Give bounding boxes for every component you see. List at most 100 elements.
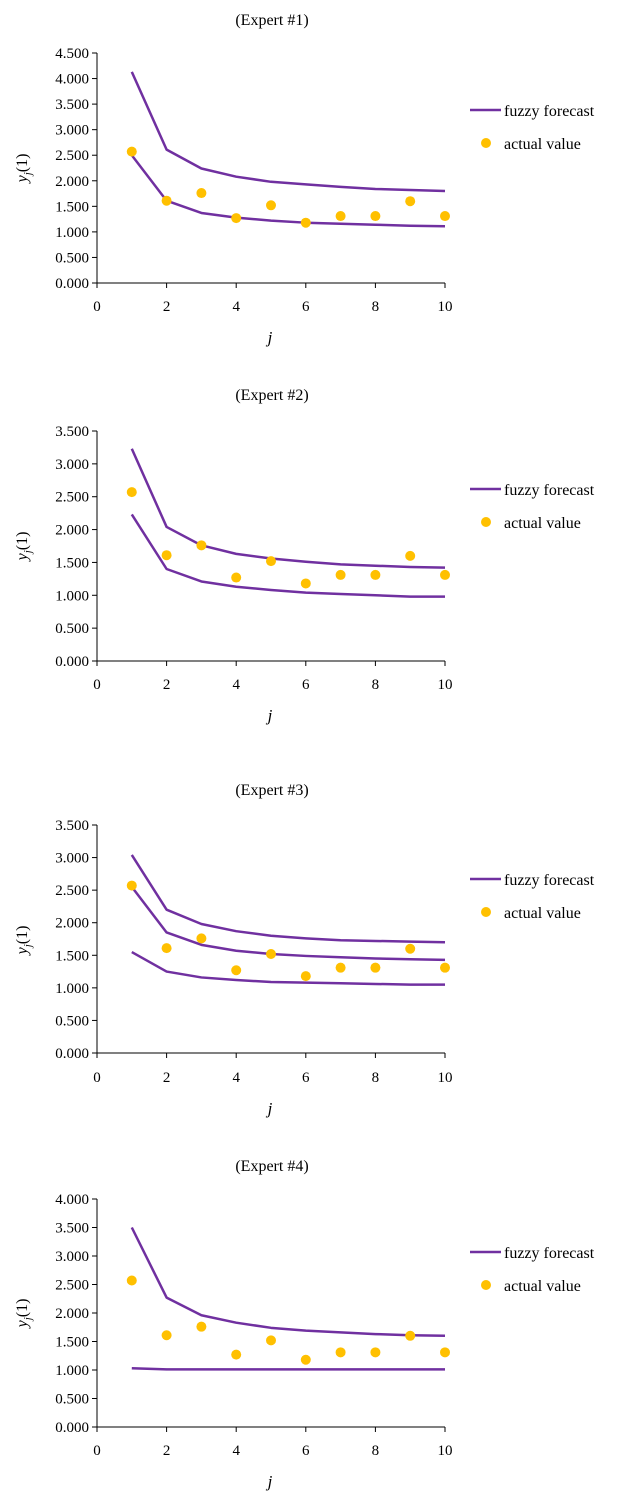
actual-value-point <box>161 195 172 206</box>
legend-marker-swatch <box>481 517 491 527</box>
actual-value-point <box>440 962 450 973</box>
y-tick-label: 3.500 <box>55 1221 89 1237</box>
y-axis-label-tail: (1) <box>14 926 31 945</box>
x-tick-label: 0 <box>93 1443 101 1459</box>
y-tick-label: 4.000 <box>55 72 89 88</box>
legend: fuzzy forecast actual value <box>470 482 595 532</box>
chart-title: (Expert #1) <box>235 12 308 29</box>
forecast-line-3 <box>131 950 445 986</box>
x-tick-label: 10 <box>438 677 453 693</box>
actual-value-point <box>196 933 207 944</box>
x-tick-label: 0 <box>93 299 101 315</box>
actual-value-point <box>126 146 137 157</box>
x-axis-label: j <box>266 1472 273 1491</box>
y-tick-label: 0.000 <box>55 1046 89 1062</box>
y-tick-label: 0.500 <box>55 1013 89 1029</box>
y-tick-label: 3.000 <box>55 457 89 473</box>
actual-value-point <box>161 550 172 561</box>
x-tick-label: 0 <box>93 677 101 693</box>
actual-value-point <box>300 578 311 589</box>
y-tick-label: 0.500 <box>55 1392 89 1408</box>
actual-value-point <box>405 550 416 561</box>
y-tick-label: 2.000 <box>55 1306 89 1322</box>
y-tick-label: 2.500 <box>55 490 89 506</box>
y-tick-label: 3.500 <box>55 424 89 440</box>
forecast-line-1 <box>130 71 446 193</box>
legend-label-fuzzy-forecast: fuzzy forecast <box>504 103 595 120</box>
x-tick-label: 8 <box>372 1070 380 1086</box>
legend-label-actual-value: actual value <box>504 905 581 922</box>
x-tick-label: 8 <box>372 1443 380 1459</box>
actual-value-point <box>231 572 242 583</box>
legend-marker-swatch <box>481 138 491 148</box>
y-tick-label: 0.000 <box>55 1420 89 1436</box>
actual-value-point <box>231 1349 242 1360</box>
legend-label-actual-value: actual value <box>504 136 581 153</box>
chart-expert-4: (Expert #4) 0.000 0.500 1.000 1.500 2.000 2.50… <box>14 1158 595 1491</box>
forecast-line-2 <box>131 1367 445 1371</box>
x-tick-label: 6 <box>302 299 310 315</box>
y-axis-label-subscript: j <box>22 172 34 177</box>
actual-value-point <box>266 200 276 211</box>
y-tick-label: 3.000 <box>55 851 89 867</box>
x-tick-label: 4 <box>232 677 240 693</box>
y-tick-label: 2.000 <box>55 523 89 539</box>
actual-value-point <box>300 1354 311 1365</box>
forecast-line-1 <box>130 448 446 569</box>
actual-value-point <box>126 487 137 498</box>
actual-value-point <box>126 880 137 891</box>
legend-label-fuzzy-forecast: fuzzy forecast <box>504 1245 595 1262</box>
y-tick-label: 3.000 <box>55 123 89 139</box>
chart-expert-2: (Expert #2) 0.000 0.500 1.000 1.500 2.000 2.50… <box>14 387 595 725</box>
actual-value-point <box>266 556 276 567</box>
actual-value-point <box>161 1330 172 1341</box>
y-tick-label: 2.500 <box>55 148 89 164</box>
actual-value-point <box>231 965 242 976</box>
actual-value-point <box>196 1321 207 1332</box>
actual-value-point <box>196 540 207 551</box>
legend-label-fuzzy-forecast: fuzzy forecast <box>504 482 595 499</box>
legend-label-fuzzy-forecast: fuzzy forecast <box>504 872 595 889</box>
legend-label-actual-value: actual value <box>504 1278 581 1295</box>
y-axis-label-subscript: j <box>22 550 34 555</box>
actual-value-point <box>405 943 416 954</box>
actual-value-point <box>231 213 242 224</box>
legend-marker-swatch <box>481 1280 491 1290</box>
y-tick-label: 2.000 <box>55 916 89 932</box>
y-axis-label-main: y <box>14 552 31 562</box>
actual-value-point <box>335 1347 346 1358</box>
actual-value-point <box>405 1330 416 1341</box>
y-tick-label: 2.000 <box>55 174 89 190</box>
y-axis-label: yj(1) <box>14 532 34 563</box>
x-tick-label: 10 <box>438 1070 453 1086</box>
actual-value-point <box>300 971 311 982</box>
actual-value-point <box>335 569 346 580</box>
actual-value-point <box>196 188 207 199</box>
x-tick-label: 6 <box>302 677 310 693</box>
forecast-line-1 <box>130 1226 446 1338</box>
y-tick-label: 1.500 <box>55 1335 89 1351</box>
actual-value-point <box>300 217 311 228</box>
forecast-line-2 <box>130 886 446 962</box>
y-tick-label: 3.500 <box>55 818 89 834</box>
legend: fuzzy forecast actual value <box>470 872 595 922</box>
y-tick-label: 1.000 <box>55 1363 89 1379</box>
actual-value-point <box>126 1275 137 1286</box>
y-tick-label: 0.000 <box>55 654 89 670</box>
actual-value-point <box>335 211 346 222</box>
x-tick-label: 2 <box>163 299 171 315</box>
actual-value-point <box>440 211 450 222</box>
y-axis-label: yj(1) <box>14 1299 34 1330</box>
chart-title: (Expert #3) <box>235 782 308 799</box>
y-tick-label: 4.000 <box>55 1192 89 1208</box>
x-tick-label: 6 <box>302 1443 310 1459</box>
y-tick-label: 0.500 <box>55 621 89 637</box>
actual-value-point <box>370 569 381 580</box>
y-tick-label: 2.500 <box>55 883 89 899</box>
y-tick-label: 1.000 <box>55 981 89 997</box>
y-axis-label-subscript: j <box>22 1317 34 1322</box>
y-tick-label: 4.500 <box>55 46 89 62</box>
actual-value-point <box>266 948 276 959</box>
actual-value-point <box>370 1347 381 1358</box>
x-axis-label: j <box>266 1099 273 1118</box>
